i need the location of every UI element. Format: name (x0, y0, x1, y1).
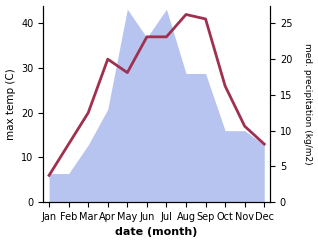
Y-axis label: max temp (C): max temp (C) (5, 68, 16, 140)
Y-axis label: med. precipitation (kg/m2): med. precipitation (kg/m2) (303, 43, 313, 165)
X-axis label: date (month): date (month) (115, 227, 198, 237)
